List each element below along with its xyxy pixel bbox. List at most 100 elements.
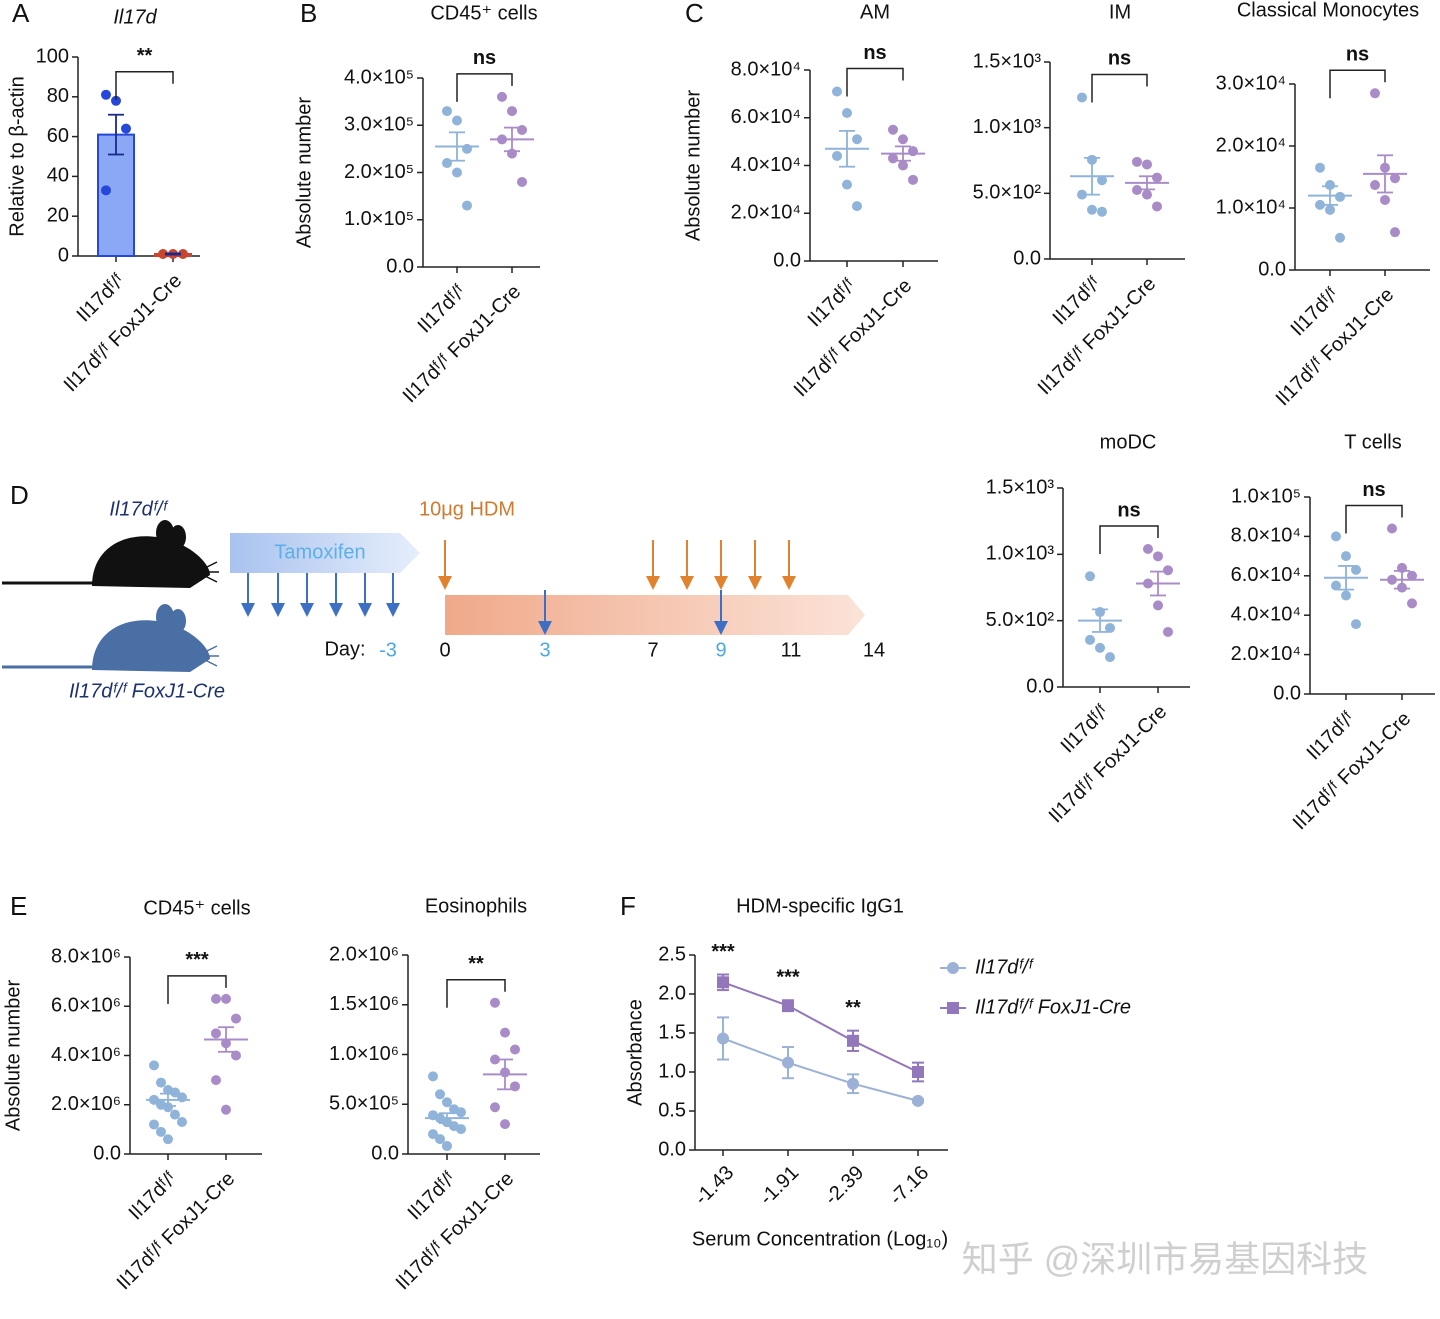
data-point xyxy=(1315,199,1325,210)
data-point xyxy=(842,179,852,190)
y-tick-label: 0.0 xyxy=(1026,675,1054,697)
significance-bracket xyxy=(446,979,506,1008)
x-tick-label: Il17dᶠ/ᶠ xyxy=(125,1167,182,1224)
arrow-head xyxy=(329,603,343,617)
data-point xyxy=(1390,173,1400,184)
data-point xyxy=(1153,551,1163,562)
legend-marker xyxy=(947,962,959,974)
data-point xyxy=(1143,544,1153,555)
data-point xyxy=(1387,523,1397,534)
arrow-head xyxy=(782,576,796,590)
data-point xyxy=(490,1054,500,1065)
data-point xyxy=(852,201,862,212)
data-point xyxy=(507,106,517,117)
data-point xyxy=(1077,92,1087,103)
panel-letter: B xyxy=(300,0,317,28)
data-point xyxy=(1097,175,1107,186)
y-tick-label: 1.0×10⁵ xyxy=(344,208,414,230)
y-tick-label: 4.0×10⁶ xyxy=(51,1044,121,1066)
data-point xyxy=(1142,189,1152,200)
chart: moDC0.05.0×10²1.0×10³1.5×10³Il17dᶠ/ᶠIl17… xyxy=(986,431,1190,827)
arrow-head xyxy=(358,603,372,617)
data-point xyxy=(517,124,527,135)
data-point xyxy=(428,1129,438,1140)
data-point xyxy=(1380,194,1390,205)
arrow-head xyxy=(300,603,314,617)
data-point xyxy=(163,1134,173,1145)
data-point xyxy=(1153,600,1163,611)
timeline-bar xyxy=(445,595,865,635)
day-number: 11 xyxy=(781,639,802,661)
y-tick-label: 1.0×10⁶ xyxy=(329,1043,399,1065)
data-point xyxy=(717,976,729,989)
chart-title: CD45⁺ cells xyxy=(430,2,537,24)
data-point xyxy=(442,106,452,117)
y-tick-label: 0.0 xyxy=(658,1138,686,1160)
y-tick-label: 5.0×10⁵ xyxy=(329,1093,399,1115)
chart-title: moDC xyxy=(1100,431,1157,453)
data-point xyxy=(1152,201,1162,212)
y-axis-label: Absorbance xyxy=(624,999,646,1106)
data-point xyxy=(149,1060,159,1071)
y-tick-label: 0.0 xyxy=(773,249,801,271)
data-point xyxy=(428,1071,438,1082)
y-tick-label: 2.0 xyxy=(658,982,686,1004)
data-point xyxy=(1142,159,1152,170)
day-label: Day: xyxy=(324,638,365,660)
data-point xyxy=(888,124,898,135)
data-point xyxy=(211,993,221,1004)
data-point xyxy=(177,1116,187,1127)
y-axis-label: Absolute number xyxy=(2,980,24,1132)
y-tick-label: 6.0×10⁴ xyxy=(1231,564,1301,586)
data-point xyxy=(912,1094,924,1107)
y-tick-label: 0.0 xyxy=(386,255,414,277)
y-tick-label: 2.0×10⁴ xyxy=(1231,643,1301,665)
data-point xyxy=(1315,162,1325,173)
significance-label: ns xyxy=(473,47,496,69)
day-number: 3 xyxy=(539,639,550,661)
significance-label: ** xyxy=(137,45,153,67)
panel-letter: C xyxy=(685,0,704,28)
data-point xyxy=(1085,571,1095,582)
chart-title: Il17d xyxy=(113,6,157,28)
data-point xyxy=(1335,232,1345,243)
y-tick-label: 1.5×10³ xyxy=(973,50,1042,72)
legend-label: Il17dᶠ/ᶠ FoxJ1-Cre xyxy=(975,996,1131,1018)
y-tick-label: 100 xyxy=(36,45,69,67)
significance-label: *** xyxy=(776,967,800,989)
data-point xyxy=(221,1104,231,1115)
data-point xyxy=(1163,565,1173,576)
data-point xyxy=(170,1087,180,1098)
y-tick-label: 0.0 xyxy=(1013,247,1041,269)
significance-bracket xyxy=(1329,69,1386,99)
y-tick-label: 8.0×10⁴ xyxy=(731,58,801,80)
chart: T cells 0.0 2.0×10⁴ 4.0×10⁴ 6.0×10⁴ 8.0×10⁴ 1.… xyxy=(1231,431,1435,834)
panel-letter: F xyxy=(620,891,636,921)
data-point xyxy=(510,1044,520,1055)
x-tick-label: -1.43 xyxy=(690,1162,738,1210)
y-axis-label: Relative to β-actin xyxy=(6,76,28,236)
y-tick-label: 6.0×10⁴ xyxy=(731,106,801,128)
significance-label: ns xyxy=(1108,48,1131,70)
arrow-head xyxy=(714,576,728,590)
data-point xyxy=(852,134,862,145)
y-tick-label: 2.0×10⁶ xyxy=(329,943,399,965)
y-tick-label: 20 xyxy=(47,204,69,226)
data-point xyxy=(1087,204,1097,215)
data-point xyxy=(111,95,121,106)
data-point xyxy=(1341,590,1351,601)
data-point xyxy=(101,89,111,100)
significance-bracket xyxy=(1091,73,1148,103)
data-point xyxy=(1132,185,1142,196)
data-point xyxy=(462,143,472,154)
y-tick-label: 0.0 xyxy=(1273,682,1301,704)
data-point xyxy=(1335,191,1345,202)
panel-letter: D xyxy=(10,480,29,510)
data-point xyxy=(500,1119,510,1130)
data-point xyxy=(912,1066,924,1078)
chart: E CD45⁺ cells Absolute number 0.0 2.0×10⁶ 4.0… xyxy=(2,891,262,1294)
data-point xyxy=(517,176,527,187)
data-point xyxy=(898,134,908,145)
hdm-label: 10μg HDM xyxy=(419,498,515,520)
arrow-head xyxy=(680,576,694,590)
